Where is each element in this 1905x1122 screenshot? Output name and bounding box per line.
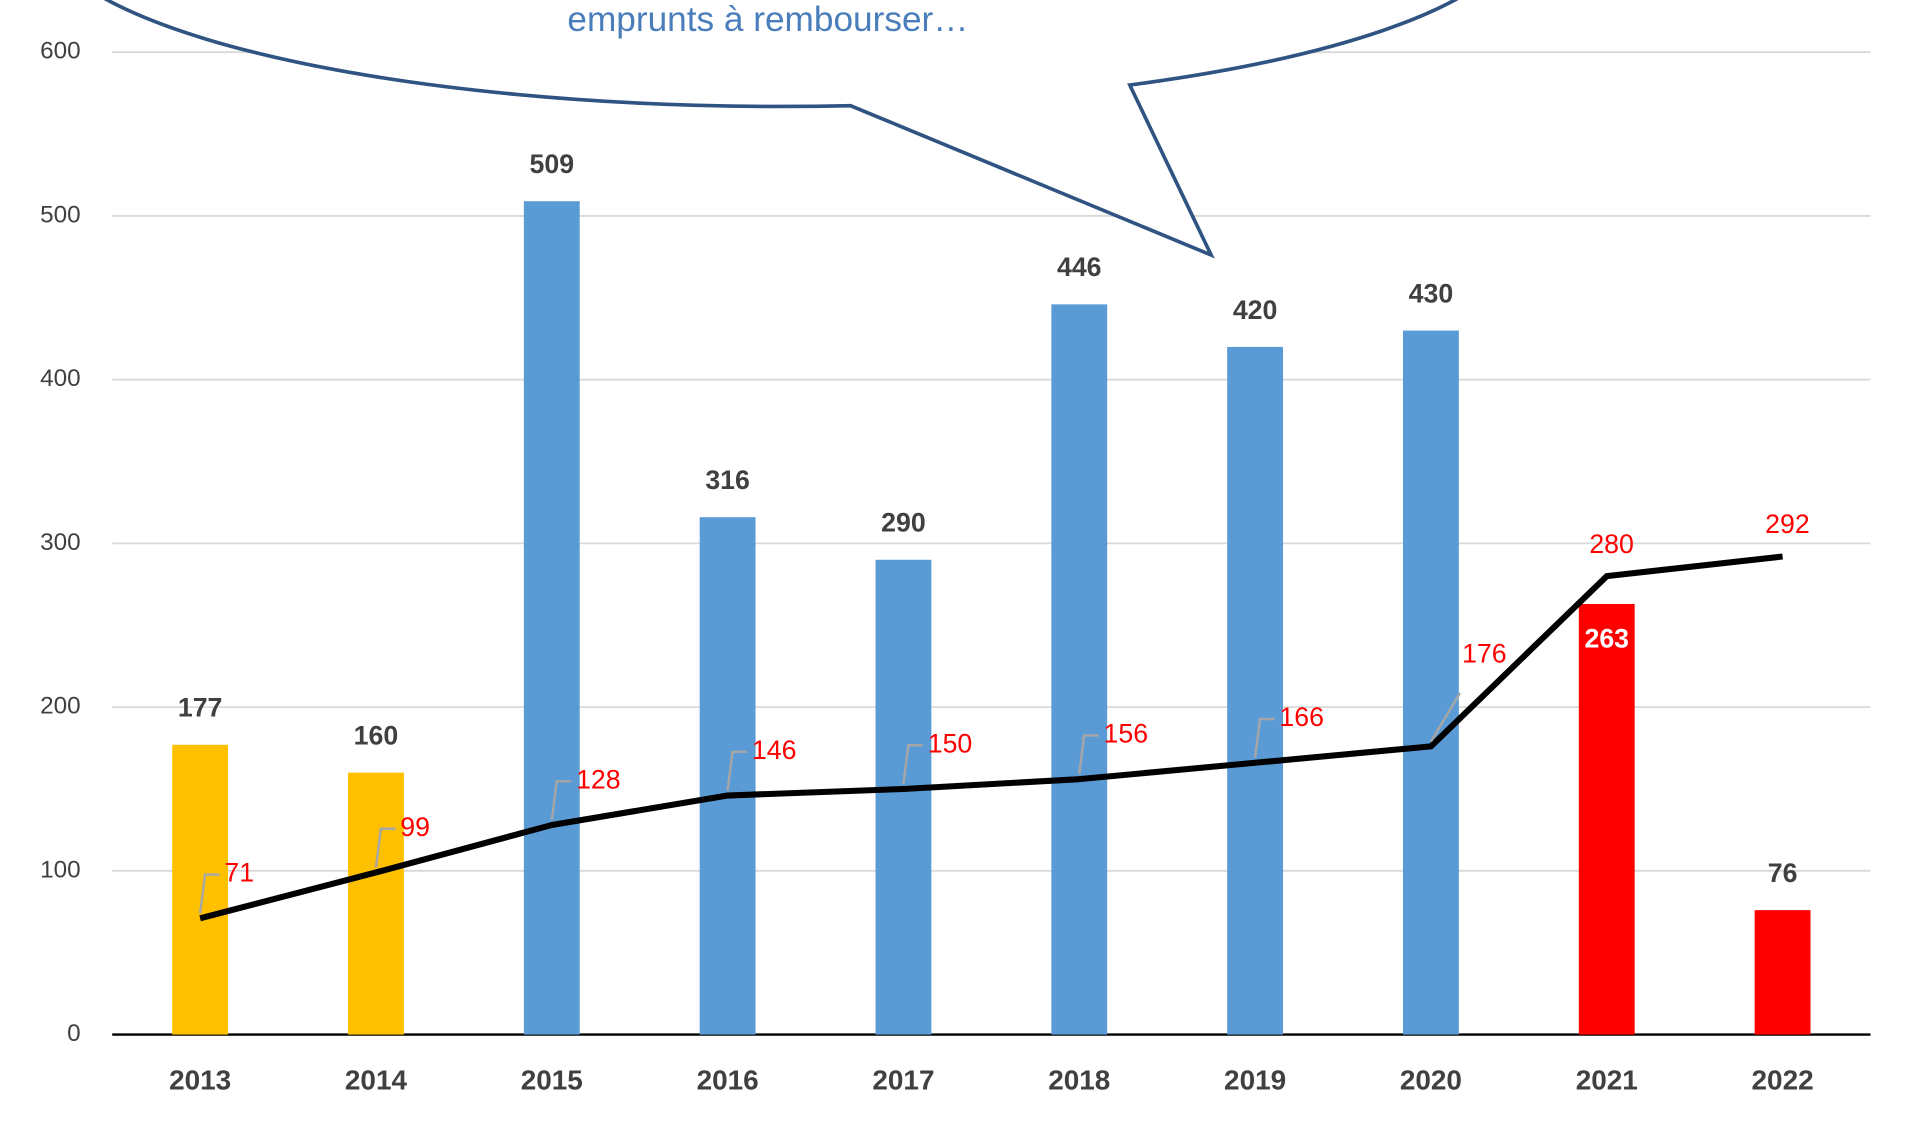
bar-value-label: 509 — [530, 149, 575, 179]
line-value-label: 150 — [928, 728, 973, 758]
bar-value-label: 430 — [1409, 278, 1454, 308]
x-tick-label: 2019 — [1224, 1064, 1286, 1095]
bar — [1578, 603, 1635, 1035]
bar-value-label: 290 — [881, 508, 926, 538]
line-value-label: 176 — [1462, 638, 1507, 668]
marks: 177 160 509 316 290 446 420 430 263 76 71 99 128 146 1… — [172, 149, 1811, 1035]
y-tick-label: 400 — [40, 365, 81, 392]
leader-line — [198, 873, 220, 914]
leader-line — [902, 744, 923, 785]
x-tick-label: 2018 — [1048, 1064, 1110, 1095]
bar-value-label: 420 — [1233, 295, 1278, 325]
y-tick-label: 200 — [40, 693, 81, 720]
bar — [348, 772, 404, 1035]
leader-line — [1078, 734, 1099, 775]
x-tick-label: 2021 — [1576, 1064, 1638, 1095]
speech-bubble — [103, 0, 1459, 259]
bar — [172, 744, 229, 1035]
line-value-label: 280 — [1589, 529, 1634, 559]
x-tick-label: 2020 — [1400, 1064, 1462, 1095]
line-value-label: 99 — [400, 812, 430, 842]
leader-line — [726, 750, 748, 791]
bar-value-label: 177 — [178, 693, 223, 723]
leader-line — [1429, 692, 1462, 743]
x-tick-label: 2014 — [345, 1064, 408, 1095]
bar-value-label: 263 — [1584, 623, 1629, 653]
bar — [699, 517, 756, 1035]
y-tick-label: 0 — [67, 1020, 81, 1047]
bar — [1403, 330, 1459, 1035]
x-tick-label: 2015 — [521, 1064, 583, 1095]
x-tick-label: 2017 — [872, 1064, 934, 1095]
line-value-label: 292 — [1765, 509, 1810, 539]
line-value-label: 71 — [224, 858, 254, 888]
annotation: emprunts à rembourser… — [567, 0, 968, 39]
line-value-label: 156 — [1104, 719, 1149, 749]
x-tick-label: 2016 — [697, 1064, 759, 1095]
leader-line — [374, 827, 396, 868]
bar-value-label: 76 — [1768, 858, 1798, 888]
bar — [1227, 346, 1284, 1035]
y-tick-label: 300 — [40, 529, 81, 556]
bar — [875, 559, 932, 1035]
line-value-label: 128 — [576, 764, 621, 794]
y-tick-label: 500 — [40, 201, 81, 228]
grid: 0 100 200 300 400 500 600 2013 2014 2015 2016 2017 2… — [40, 38, 1871, 1095]
bar-value-label: 316 — [705, 465, 750, 495]
y-tick-label: 600 — [40, 38, 81, 65]
bar — [523, 201, 580, 1035]
x-tick-label: 2022 — [1752, 1064, 1814, 1095]
line — [199, 553, 1783, 922]
leader-line — [550, 780, 572, 821]
line-value-label: 146 — [752, 735, 797, 765]
line-value-label: 166 — [1279, 702, 1324, 732]
bar-value-label: 446 — [1057, 252, 1102, 282]
leader-line — [1253, 717, 1275, 759]
bar — [1051, 304, 1108, 1035]
x-tick-label: 2013 — [169, 1064, 231, 1095]
y-tick-label: 100 — [40, 856, 81, 883]
bar — [1754, 910, 1811, 1035]
bar-value-label: 160 — [354, 720, 399, 750]
